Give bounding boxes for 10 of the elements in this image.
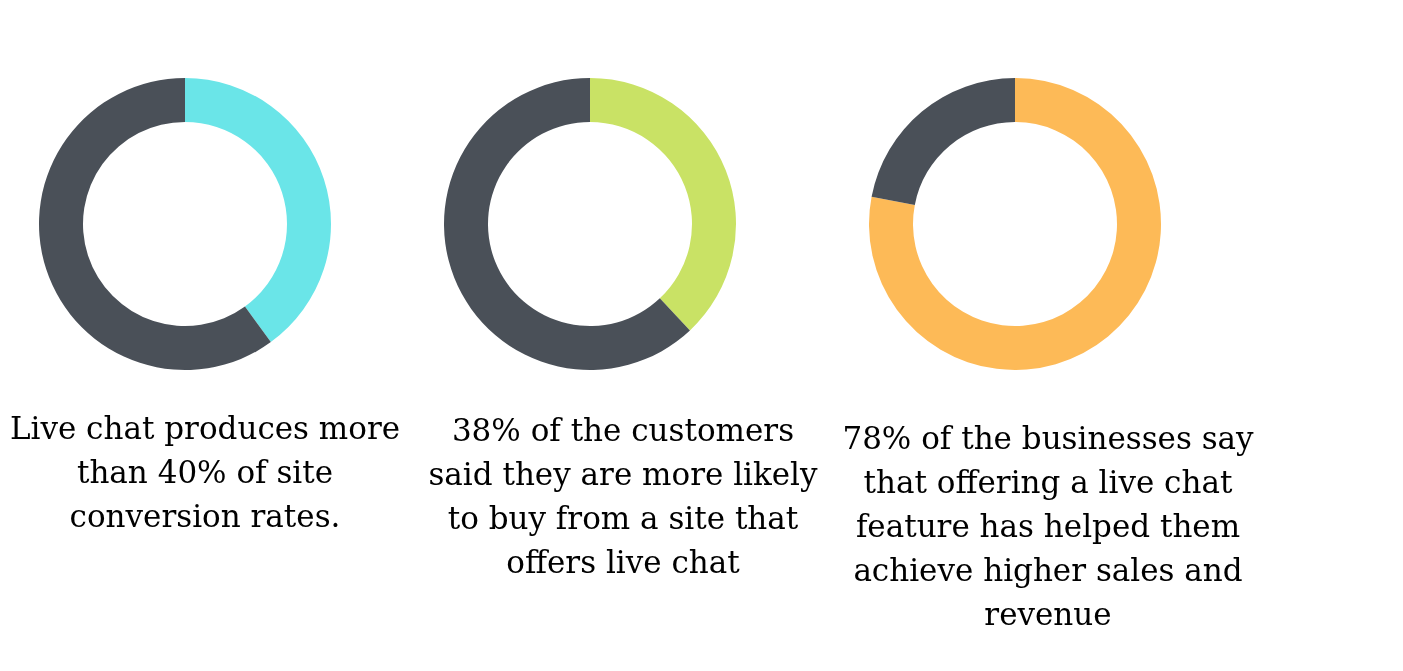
text: 78% of the businesses say that offering a live chat feature has helped them achieve higher sales and revenue bbox=[841, 419, 1255, 634]
donut-slice bbox=[185, 78, 331, 343]
text: said they are more likely to buy from a site that offers live chat bbox=[427, 455, 819, 582]
donut-slice bbox=[590, 78, 736, 331]
text: 38% of the customers bbox=[450, 411, 796, 450]
donut-slice bbox=[871, 78, 1015, 205]
donut-slice bbox=[39, 78, 271, 370]
donut-slice bbox=[869, 78, 1161, 370]
donut-slice bbox=[444, 78, 690, 370]
text: Live chat produces more than 40% of site conversion rates. bbox=[8, 409, 402, 536]
